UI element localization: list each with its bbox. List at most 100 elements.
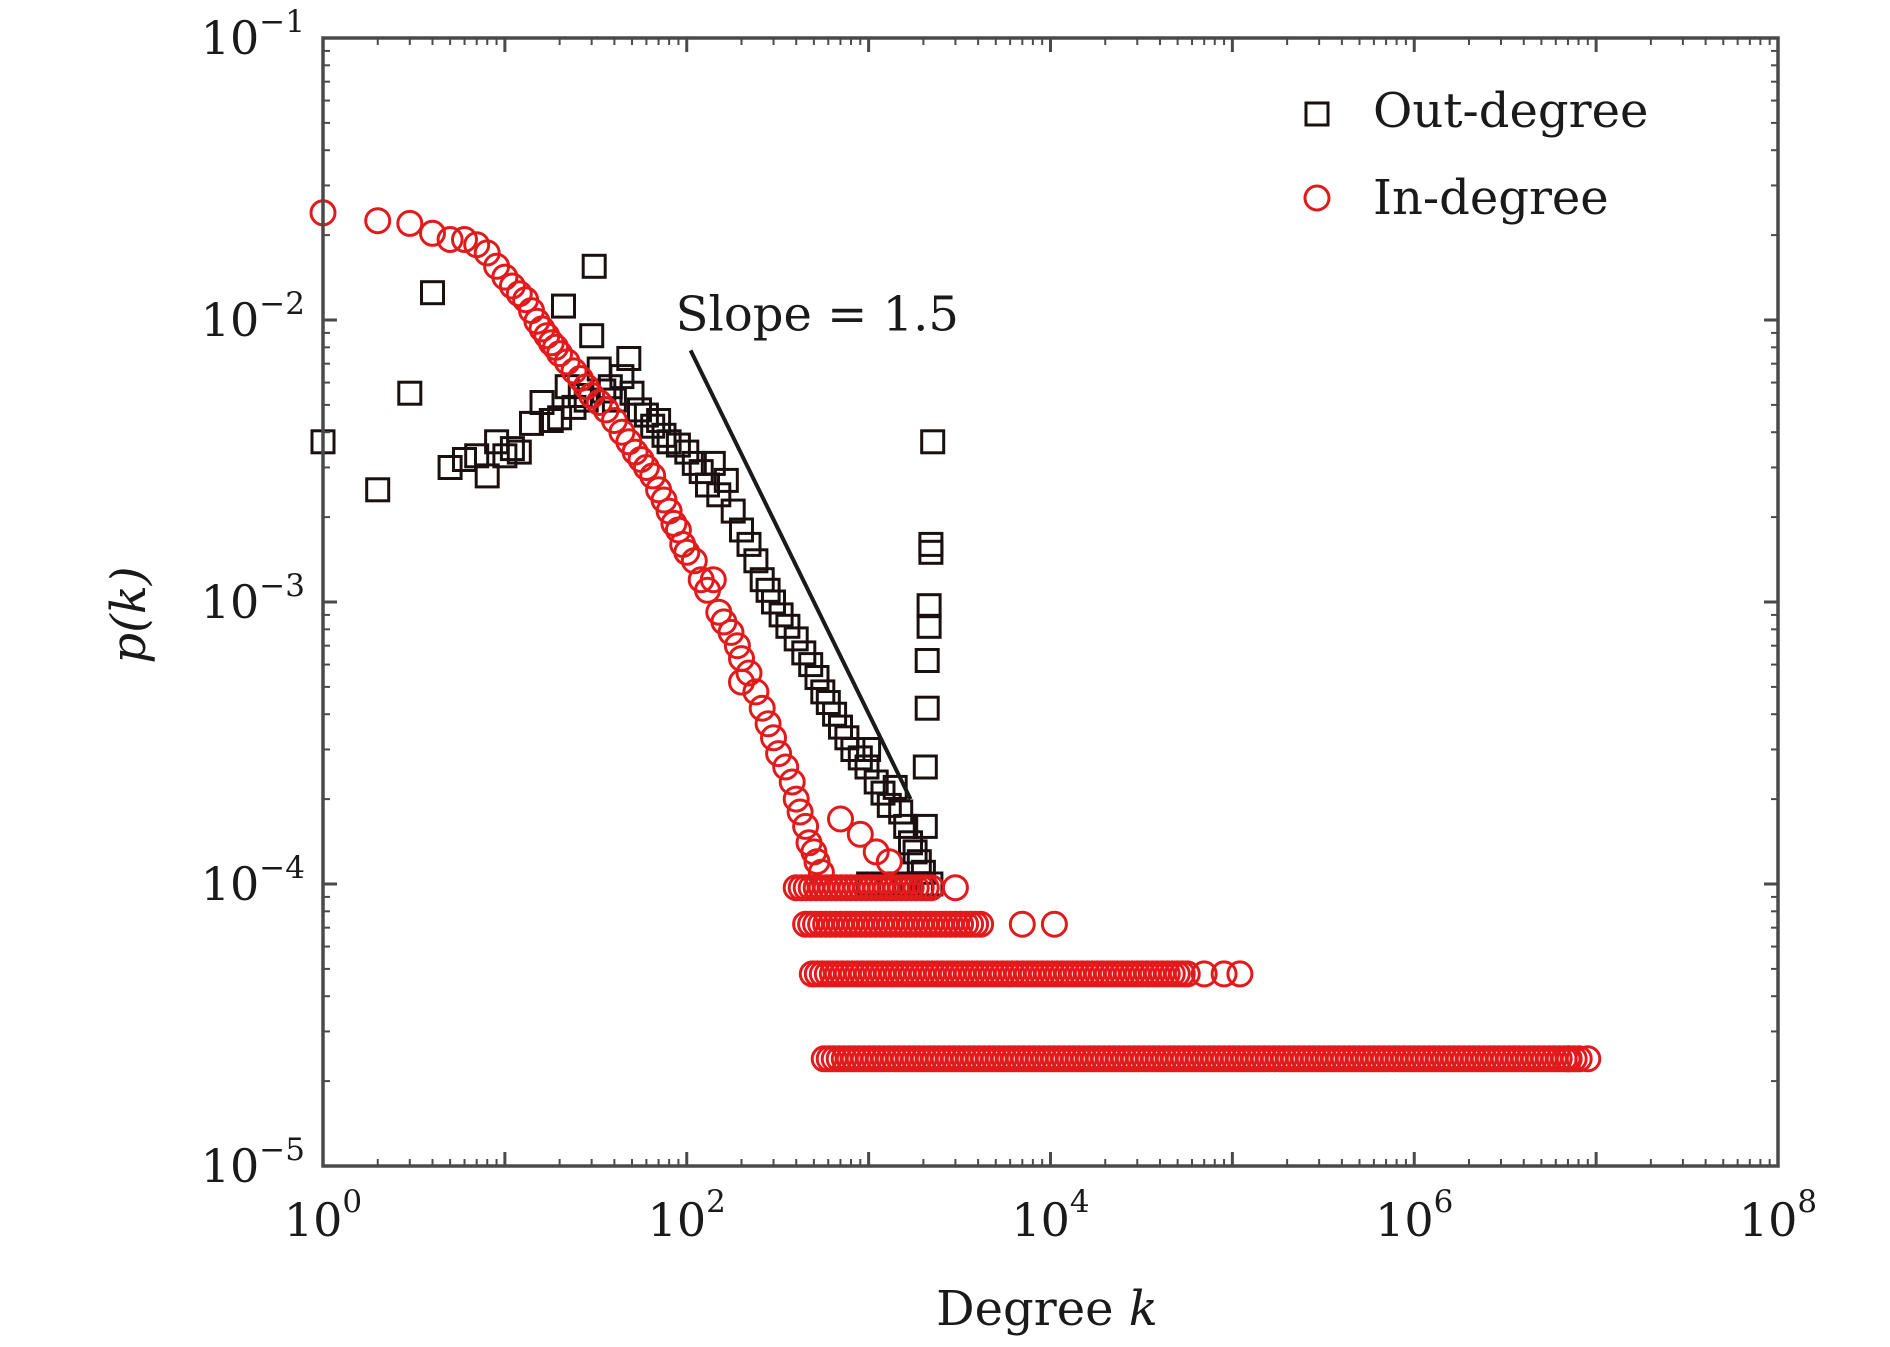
y-tick-exponent: −5 <box>259 1132 305 1168</box>
out-degree-point <box>898 830 923 856</box>
out-degree-point <box>847 745 873 771</box>
out-degree-point <box>761 589 786 615</box>
in-degree-point <box>723 632 751 660</box>
in-degree-point <box>717 618 745 646</box>
in-degree-point <box>673 538 701 566</box>
in-degree-point <box>1226 960 1254 988</box>
out-degree-point <box>783 626 809 652</box>
x-tick-exponent: 2 <box>706 1184 726 1220</box>
in-degree-point <box>760 724 787 752</box>
out-degree-point <box>918 531 944 557</box>
in-degree-point <box>639 462 667 490</box>
out-degree-point <box>619 380 645 406</box>
out-degree-point <box>499 436 525 462</box>
in-degree-point <box>1565 1045 1593 1073</box>
in-degree-point <box>967 910 995 938</box>
in-degree-point <box>419 219 446 247</box>
x-tick-label: 100 <box>284 1184 362 1247</box>
out-degree-point <box>492 443 518 469</box>
x-tick-label: 106 <box>1375 1184 1453 1247</box>
in-degree-point <box>473 239 501 267</box>
x-tick-label: 104 <box>1011 1184 1089 1247</box>
in-degree-point <box>585 389 613 416</box>
x-tick-base: 10 <box>648 1193 707 1247</box>
out-degree-point <box>506 439 532 465</box>
out-degree-point <box>700 450 726 476</box>
out-degree-point <box>822 701 848 727</box>
x-tick-exponent: 0 <box>342 1184 362 1220</box>
out-degree-point <box>538 408 564 433</box>
in-degree-point <box>523 307 551 335</box>
slope-line <box>688 349 913 800</box>
in-degree-point <box>875 848 903 876</box>
in-degree-point <box>786 798 814 826</box>
y-tick-label: 10−5 <box>201 1132 305 1193</box>
in-degree-point <box>728 668 755 696</box>
y-tick-exponent: −1 <box>259 4 305 40</box>
legend-marker-in-degree <box>1303 184 1331 212</box>
in-degree-point <box>782 785 810 813</box>
legend-marker-out-degree <box>1304 101 1330 127</box>
y-tick-label: 10−3 <box>201 568 305 629</box>
annotation-layer: Slope = 1.5 <box>676 286 959 800</box>
x-tick-exponent: 6 <box>1434 1184 1454 1220</box>
in-degree-point <box>1574 1045 1602 1073</box>
in-degree-point <box>528 315 556 343</box>
out-degree-point <box>420 280 445 306</box>
in-degree-point <box>699 566 727 594</box>
in-degree-point <box>1173 960 1201 988</box>
y-tick-base: 10 <box>201 575 260 629</box>
x-tick-base: 10 <box>1739 1193 1798 1247</box>
in-degree-point <box>1040 910 1068 938</box>
y-tick-base: 10 <box>201 1139 260 1193</box>
x-tick-label: 102 <box>648 1184 726 1247</box>
x-axis-label-var: k <box>1129 1281 1158 1337</box>
in-degree-point <box>846 820 874 848</box>
out-degree-point <box>665 432 691 458</box>
legend: Out-degree In-degree <box>1303 83 1648 226</box>
y-tick-label: 10−4 <box>201 850 305 911</box>
in-degree-point <box>778 768 806 796</box>
x-tick-base: 10 <box>284 1193 343 1247</box>
in-degree-point <box>1190 960 1218 988</box>
x-tick-exponent: 4 <box>1070 1184 1090 1220</box>
out-degree-point <box>804 665 830 690</box>
in-degree-point <box>632 454 660 481</box>
legend-label-out-degree: Out-degree <box>1373 83 1648 139</box>
y-tick-label: 10−2 <box>201 286 305 347</box>
out-degree-point <box>914 648 940 673</box>
in-degree-point <box>451 226 478 253</box>
x-tick-label: 108 <box>1739 1184 1817 1247</box>
out-degree-point <box>798 652 824 678</box>
in-degree-point <box>553 348 581 376</box>
in-degree-point <box>491 263 519 291</box>
out-degree-point <box>920 429 946 455</box>
out-degree-point <box>474 463 500 489</box>
in-degree-point <box>941 874 969 902</box>
x-tick-exponent: 8 <box>1797 1184 1817 1220</box>
x-tick-base: 10 <box>1375 1193 1434 1247</box>
in-degree-point <box>1210 960 1238 988</box>
in-degree-point <box>396 209 424 237</box>
out-degree-point <box>437 455 463 480</box>
out-degree-point <box>893 813 919 839</box>
legend-label-in-degree: In-degree <box>1373 170 1609 226</box>
out-degree-point <box>854 754 880 780</box>
axis-ticks <box>321 36 1780 1168</box>
out-degree-point <box>914 695 940 721</box>
y-tick-exponent: −3 <box>259 568 305 604</box>
out-degree-point <box>736 531 762 557</box>
in-degree-point <box>546 340 574 368</box>
in-degree-point <box>754 710 782 738</box>
out-degree-point <box>365 477 391 503</box>
y-tick-base: 10 <box>201 293 260 347</box>
y-tick-base: 10 <box>201 857 260 911</box>
in-degree-point <box>735 659 763 687</box>
out-degree-point <box>579 323 605 349</box>
out-degree-point <box>706 482 732 508</box>
in-degree-point <box>772 753 800 781</box>
in-degree-point <box>578 382 606 409</box>
out-degree-point <box>397 380 423 406</box>
in-degree-point <box>680 547 708 575</box>
